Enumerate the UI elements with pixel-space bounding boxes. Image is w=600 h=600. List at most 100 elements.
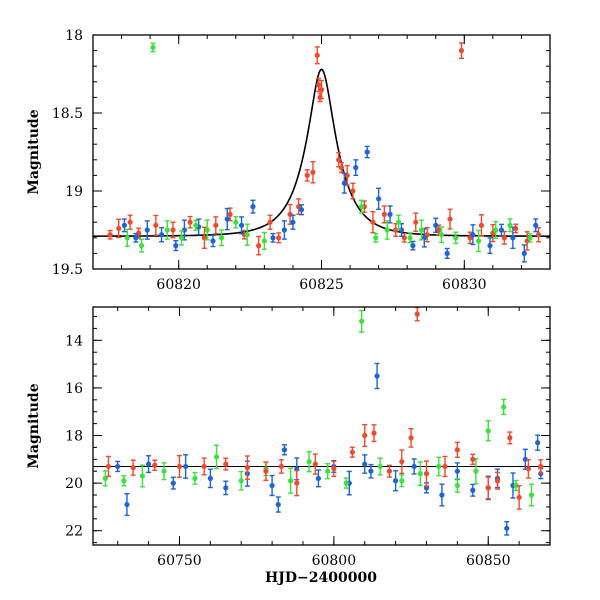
data-point: [386, 464, 393, 478]
data-point: [331, 460, 337, 478]
data-point: [527, 232, 533, 243]
data-point: [504, 520, 510, 536]
data-point: [414, 307, 420, 322]
data-point: [524, 231, 530, 251]
data-point: [281, 220, 287, 240]
data-point: [442, 455, 448, 478]
data-point: [136, 227, 142, 239]
data-point: [485, 420, 491, 442]
data-point: [528, 483, 535, 507]
data-point: [487, 237, 493, 255]
data-point: [538, 459, 544, 474]
data-point: [210, 234, 216, 248]
data-point: [312, 453, 318, 475]
data-point: [288, 467, 294, 494]
data-point: [343, 477, 349, 489]
data-point: [401, 232, 407, 243]
data-point: [362, 423, 368, 448]
top-data-points: [107, 42, 542, 263]
data-point: [298, 204, 305, 216]
data-point: [223, 480, 229, 496]
data-point: [478, 214, 485, 237]
data-point: [223, 457, 229, 471]
data-point: [238, 216, 245, 235]
data-point: [473, 458, 479, 485]
data-point: [501, 398, 507, 416]
data-point: [244, 223, 250, 246]
x-tick-label: 60820: [156, 277, 201, 293]
data-point: [316, 77, 322, 92]
data-point: [275, 496, 281, 513]
data-point: [423, 460, 430, 487]
data-point: [417, 461, 423, 486]
data-point: [290, 214, 296, 230]
data-point: [447, 208, 453, 230]
data-point: [306, 451, 312, 473]
data-point: [384, 220, 390, 240]
data-point: [359, 309, 365, 333]
data-point: [393, 222, 399, 238]
data-point: [411, 458, 417, 475]
top-ticks: 60820 60825 60830 18 18.5 19 19.5: [52, 28, 551, 293]
y-tick-label: 19: [65, 184, 83, 200]
data-point: [381, 205, 387, 224]
y-tick-label: 16: [65, 381, 83, 397]
data-point: [513, 479, 519, 492]
data-point: [408, 428, 414, 448]
data-point: [213, 444, 220, 470]
data-point: [207, 468, 213, 489]
data-point: [144, 220, 150, 240]
y-tick-label: 22: [65, 524, 83, 540]
data-point: [439, 483, 445, 507]
data-point: [362, 454, 368, 474]
data-point: [475, 229, 482, 253]
bottom-x-axis-title: HJD−2400000: [265, 570, 377, 586]
x-tick-label: 60800: [312, 553, 357, 569]
y-tick-label: 18.5: [52, 106, 83, 122]
data-point: [338, 161, 345, 174]
data-point: [263, 461, 269, 482]
data-point: [315, 469, 322, 488]
data-point: [310, 161, 316, 184]
y-tick-label: 14: [65, 333, 83, 349]
data-point: [192, 471, 198, 485]
data-point: [314, 46, 320, 65]
data-point: [318, 79, 325, 100]
data-point: [164, 220, 170, 240]
x-tick-label: 60825: [299, 277, 344, 293]
data-point: [244, 455, 250, 481]
data-point: [267, 214, 273, 230]
data-point: [454, 441, 460, 458]
data-point: [218, 229, 225, 247]
data-point: [124, 228, 130, 247]
data-point: [124, 493, 130, 517]
data-point: [121, 475, 127, 487]
data-point: [376, 187, 382, 211]
data-point: [183, 454, 189, 479]
data-point: [396, 214, 402, 230]
data-point: [373, 232, 379, 243]
data-point: [116, 218, 122, 239]
data-point: [138, 238, 145, 253]
y-tick-label: 20: [65, 476, 83, 492]
data-point: [170, 221, 176, 239]
data-point: [470, 483, 476, 497]
data-point: [178, 230, 185, 246]
bottom-ticks: 60750 60800 60850 14 16 18 20 22: [65, 307, 551, 569]
data-point: [470, 224, 476, 246]
data-point: [173, 239, 179, 252]
top-y-axis-title: Magnitude: [26, 109, 42, 194]
data-point: [371, 424, 377, 443]
data-point: [364, 145, 370, 159]
data-point: [438, 226, 445, 244]
x-tick-label: 60850: [466, 553, 511, 569]
data-point: [107, 229, 113, 240]
data-point: [204, 219, 210, 241]
data-point: [201, 457, 207, 476]
data-point: [413, 212, 419, 233]
data-point: [261, 231, 267, 251]
data-point: [325, 463, 331, 480]
data-point: [533, 218, 539, 233]
data-point: [501, 230, 507, 245]
